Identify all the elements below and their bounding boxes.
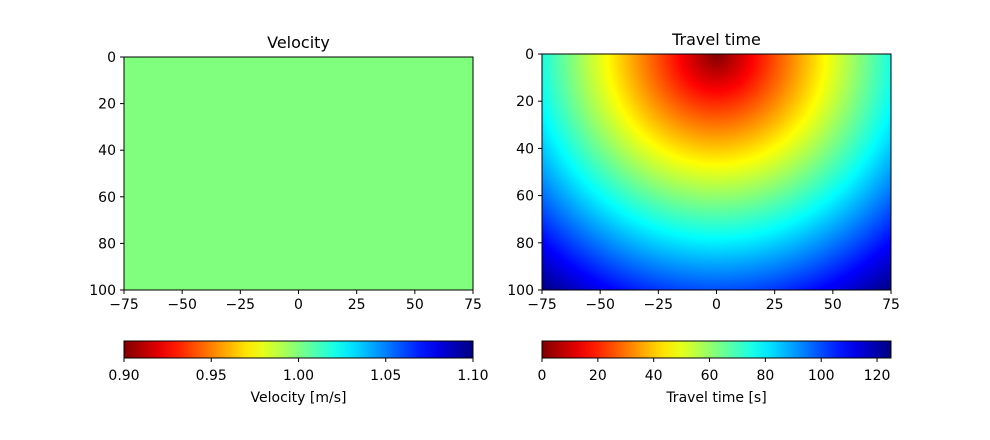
y-tick-label: 0 — [107, 50, 116, 66]
x-tick-label: 75 — [882, 297, 900, 313]
x-tick-label: −25 — [226, 297, 256, 313]
x-tick-label: 25 — [766, 297, 784, 313]
y-tick-label: 40 — [98, 143, 116, 159]
colorbar-tick-label: 1.10 — [457, 368, 488, 384]
y-tick-label: 60 — [516, 189, 534, 205]
colorbar-tick-label: 100 — [808, 368, 835, 384]
y-tick-label: 60 — [98, 190, 116, 206]
plots: Velocity −75 −50 −25 0 25 50 75 0 20 40 60 80 100 0.90… — [89, 30, 900, 406]
colorbar-label: Travel time [s] — [665, 390, 766, 406]
x-tick-label: −75 — [109, 297, 139, 313]
colorbar-tick-label: 20 — [589, 368, 607, 384]
x-tick-label: −75 — [527, 297, 557, 313]
x-tick-label: −25 — [644, 297, 674, 313]
y-tick-label: 80 — [516, 236, 534, 252]
x-tick-label: 50 — [406, 297, 424, 313]
chart-title: Velocity — [267, 33, 330, 52]
subplot-1: Velocity −75 −50 −25 0 25 50 75 0 20 40 60 80 100 0.90… — [89, 33, 488, 406]
colorbar — [541, 340, 892, 359]
colorbar-tick-label: 40 — [645, 368, 663, 384]
colorbar-tick-label: 1.00 — [283, 368, 314, 384]
colorbar-tick-label: 0.90 — [108, 368, 139, 384]
y-tick-label: 20 — [516, 94, 534, 110]
colorbar-label: Velocity [m/s] — [251, 390, 347, 406]
heatmap-image — [124, 57, 473, 290]
x-tick-label: −50 — [167, 297, 197, 313]
x-tick-label: 0 — [294, 297, 303, 313]
x-tick-label: 0 — [712, 297, 721, 313]
colorbar-tick-label: 0 — [538, 368, 547, 384]
x-tick-label: 50 — [824, 297, 842, 313]
colorbar-tick-label: 1.05 — [370, 368, 401, 384]
colorbar-tick-label: 60 — [701, 368, 719, 384]
y-tick-label: 80 — [98, 236, 116, 252]
colorbar-tick-label: 0.95 — [196, 368, 227, 384]
colorbar-tick-label: 80 — [756, 368, 774, 384]
heatmap-image — [542, 54, 891, 290]
colorbar — [123, 340, 474, 359]
x-tick-label: −50 — [585, 297, 615, 313]
chart-title: Travel time — [671, 30, 761, 49]
y-tick-label: 40 — [516, 141, 534, 157]
x-tick-label: 25 — [348, 297, 366, 313]
y-tick-label: 100 — [89, 283, 116, 299]
colorbar-tick-label: 120 — [864, 368, 891, 384]
y-tick-label: 100 — [507, 283, 534, 299]
x-tick-label: 75 — [464, 297, 482, 313]
y-tick-label: 0 — [525, 47, 534, 63]
y-tick-label: 20 — [98, 97, 116, 113]
subplot-2: Travel time −75 −50 −25 0 25 50 75 0 20 40 60 80 100 0… — [507, 30, 900, 406]
